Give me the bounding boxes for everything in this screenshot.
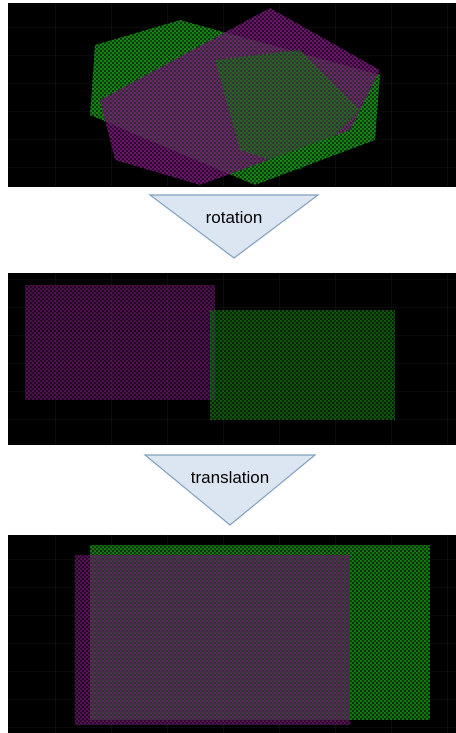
panel-aligned xyxy=(8,535,456,733)
arrow-label: translation xyxy=(191,468,269,487)
panel-before xyxy=(8,3,456,187)
figure: rotation translation xyxy=(0,0,456,733)
page: rotation translation (() => { const data… xyxy=(0,0,456,733)
panel-rotated xyxy=(8,273,456,445)
arrow-rotation: rotation xyxy=(150,195,318,258)
arrow-translation: translation xyxy=(145,455,315,525)
arrow-label: rotation xyxy=(206,208,263,227)
